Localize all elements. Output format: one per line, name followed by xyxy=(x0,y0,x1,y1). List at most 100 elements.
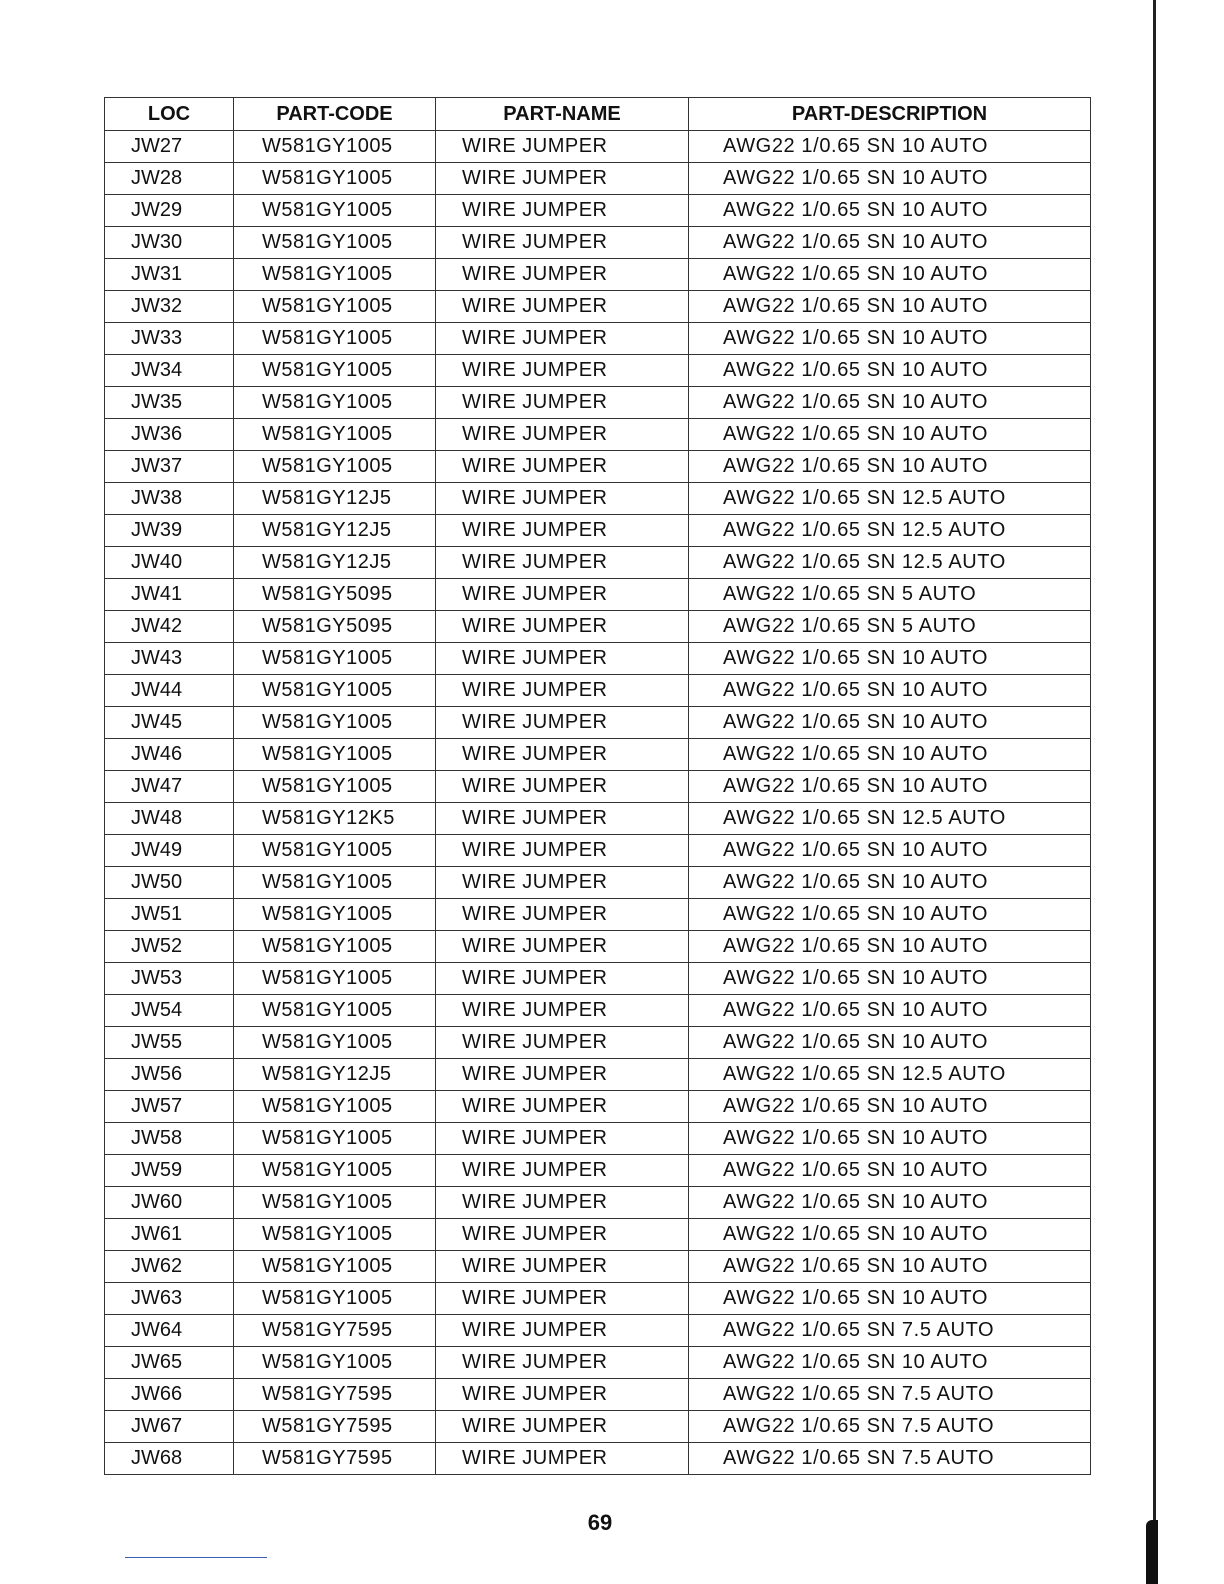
part-code-cell: W581GY1005 xyxy=(233,1218,436,1251)
table-row: JW49 W581GY1005 WIRE JUMPER AWG22 1/0.65 SN… xyxy=(104,834,1091,867)
loc-cell: JW64 xyxy=(104,1314,234,1347)
part-name-cell: WIRE JUMPER xyxy=(435,1250,689,1283)
loc-cell: JW65 xyxy=(104,1346,234,1379)
table-row: JW63 W581GY1005 WIRE JUMPER AWG22 1/0.65 SN… xyxy=(104,1282,1091,1315)
loc-cell: JW51 xyxy=(104,898,234,931)
part-description-cell: AWG22 1/0.65 SN 10 AUTO xyxy=(688,1186,1091,1219)
table-row: JW41 W581GY5095 WIRE JUMPER AWG22 1/0.65 SN… xyxy=(104,578,1091,611)
loc-cell: JW62 xyxy=(104,1250,234,1283)
part-description-cell: AWG22 1/0.65 SN 10 AUTO xyxy=(688,1218,1091,1251)
part-description-cell: AWG22 1/0.65 SN 10 AUTO xyxy=(688,1282,1091,1315)
part-description-cell: AWG22 1/0.65 SN 12.5 AUTO xyxy=(688,514,1091,547)
table-row: JW45 W581GY1005 WIRE JUMPER AWG22 1/0.65 SN… xyxy=(104,706,1091,739)
loc-cell: JW57 xyxy=(104,1090,234,1123)
part-code-cell: W581GY1005 xyxy=(233,162,436,195)
part-code-cell: W581GY7595 xyxy=(233,1410,436,1443)
part-name-cell: WIRE JUMPER xyxy=(435,610,689,643)
part-code-cell: W581GY1005 xyxy=(233,834,436,867)
part-code-cell: W581GY1005 xyxy=(233,930,436,963)
part-name-cell: WIRE JUMPER xyxy=(435,802,689,835)
part-code-cell: W581GY1005 xyxy=(233,898,436,931)
table-row: JW53 W581GY1005 WIRE JUMPER AWG22 1/0.65 SN… xyxy=(104,962,1091,995)
part-code-cell: W581GY12K5 xyxy=(233,802,436,835)
table-row: JW54 W581GY1005 WIRE JUMPER AWG22 1/0.65 SN… xyxy=(104,994,1091,1027)
table-row: JW52 W581GY1005 WIRE JUMPER AWG22 1/0.65 SN… xyxy=(104,930,1091,963)
part-description-cell: AWG22 1/0.65 SN 10 AUTO xyxy=(688,162,1091,195)
table-row: JW68 W581GY7595 WIRE JUMPER AWG22 1/0.65 SN… xyxy=(104,1442,1091,1475)
part-code-cell: W581GY1005 xyxy=(233,1026,436,1059)
part-code-cell: W581GY1005 xyxy=(233,1122,436,1155)
part-description-cell: AWG22 1/0.65 SN 10 AUTO xyxy=(688,226,1091,259)
table-row: JW47 W581GY1005 WIRE JUMPER AWG22 1/0.65 SN… xyxy=(104,770,1091,803)
loc-cell: JW58 xyxy=(104,1122,234,1155)
part-code-cell: W581GY5095 xyxy=(233,610,436,643)
part-description-cell: AWG22 1/0.65 SN 10 AUTO xyxy=(688,994,1091,1027)
table-row: JW44 W581GY1005 WIRE JUMPER AWG22 1/0.65 SN… xyxy=(104,674,1091,707)
loc-cell: JW61 xyxy=(104,1218,234,1251)
part-description-cell: AWG22 1/0.65 SN 10 AUTO xyxy=(688,1090,1091,1123)
part-code-cell: W581GY1005 xyxy=(233,418,436,451)
part-description-cell: AWG22 1/0.65 SN 10 AUTO xyxy=(688,834,1091,867)
loc-cell: JW67 xyxy=(104,1410,234,1443)
parts-table: LOC PART-CODE PART-NAME PART-DESCRIPTION… xyxy=(104,97,1091,1475)
loc-cell: JW33 xyxy=(104,322,234,355)
scan-edge-mark xyxy=(1146,1520,1158,1584)
part-code-cell: W581GY1005 xyxy=(233,1250,436,1283)
part-description-cell: AWG22 1/0.65 SN 10 AUTO xyxy=(688,770,1091,803)
part-code-cell: W581GY1005 xyxy=(233,674,436,707)
loc-cell: JW35 xyxy=(104,386,234,419)
part-code-cell: W581GY1005 xyxy=(233,994,436,1027)
loc-cell: JW43 xyxy=(104,642,234,675)
part-name-cell: WIRE JUMPER xyxy=(435,706,689,739)
part-name-cell: WIRE JUMPER xyxy=(435,546,689,579)
loc-cell: JW48 xyxy=(104,802,234,835)
loc-cell: JW52 xyxy=(104,930,234,963)
part-name-cell: WIRE JUMPER xyxy=(435,1090,689,1123)
part-name-cell: WIRE JUMPER xyxy=(435,674,689,707)
part-description-cell: AWG22 1/0.65 SN 7.5 AUTO xyxy=(688,1442,1091,1475)
part-name-cell: WIRE JUMPER xyxy=(435,290,689,323)
table-row: JW39 W581GY12J5 WIRE JUMPER AWG22 1/0.65 SN… xyxy=(104,514,1091,547)
part-description-cell: AWG22 1/0.65 SN 10 AUTO xyxy=(688,1122,1091,1155)
loc-cell: JW60 xyxy=(104,1186,234,1219)
table-row: JW28 W581GY1005 WIRE JUMPER AWG22 1/0.65 SN… xyxy=(104,162,1091,195)
part-description-cell: AWG22 1/0.65 SN 12.5 AUTO xyxy=(688,1058,1091,1091)
part-description-cell: AWG22 1/0.65 SN 10 AUTO xyxy=(688,290,1091,323)
part-description-cell: AWG22 1/0.65 SN 10 AUTO xyxy=(688,1346,1091,1379)
part-name-cell: WIRE JUMPER xyxy=(435,1154,689,1187)
header-loc: LOC xyxy=(104,97,234,131)
loc-cell: JW66 xyxy=(104,1378,234,1411)
part-description-cell: AWG22 1/0.65 SN 10 AUTO xyxy=(688,674,1091,707)
part-code-cell: W581GY1005 xyxy=(233,1346,436,1379)
table-row: JW31 W581GY1005 WIRE JUMPER AWG22 1/0.65 SN… xyxy=(104,258,1091,291)
part-name-cell: WIRE JUMPER xyxy=(435,386,689,419)
table-row: JW48 W581GY12K5 WIRE JUMPER AWG22 1/0.65 SN… xyxy=(104,802,1091,835)
table-row: JW42 W581GY5095 WIRE JUMPER AWG22 1/0.65 SN… xyxy=(104,610,1091,643)
part-code-cell: W581GY7595 xyxy=(233,1378,436,1411)
table-row: JW67 W581GY7595 WIRE JUMPER AWG22 1/0.65 SN… xyxy=(104,1410,1091,1443)
part-name-cell: WIRE JUMPER xyxy=(435,1058,689,1091)
part-code-cell: W581GY1005 xyxy=(233,1282,436,1315)
part-code-cell: W581GY12J5 xyxy=(233,546,436,579)
part-name-cell: WIRE JUMPER xyxy=(435,482,689,515)
part-code-cell: W581GY1005 xyxy=(233,962,436,995)
part-description-cell: AWG22 1/0.65 SN 10 AUTO xyxy=(688,1250,1091,1283)
header-part-name: PART-NAME xyxy=(435,97,689,131)
part-description-cell: AWG22 1/0.65 SN 12.5 AUTO xyxy=(688,802,1091,835)
part-name-cell: WIRE JUMPER xyxy=(435,258,689,291)
part-name-cell: WIRE JUMPER xyxy=(435,738,689,771)
part-description-cell: AWG22 1/0.65 SN 10 AUTO xyxy=(688,450,1091,483)
loc-cell: JW37 xyxy=(104,450,234,483)
part-description-cell: AWG22 1/0.65 SN 10 AUTO xyxy=(688,738,1091,771)
part-description-cell: AWG22 1/0.65 SN 5 AUTO xyxy=(688,610,1091,643)
table-row: JW30 W581GY1005 WIRE JUMPER AWG22 1/0.65 SN… xyxy=(104,226,1091,259)
part-name-cell: WIRE JUMPER xyxy=(435,898,689,931)
loc-cell: JW38 xyxy=(104,482,234,515)
part-description-cell: AWG22 1/0.65 SN 10 AUTO xyxy=(688,1154,1091,1187)
loc-cell: JW49 xyxy=(104,834,234,867)
part-name-cell: WIRE JUMPER xyxy=(435,354,689,387)
part-code-cell: W581GY12J5 xyxy=(233,514,436,547)
loc-cell: JW42 xyxy=(104,610,234,643)
part-name-cell: WIRE JUMPER xyxy=(435,1346,689,1379)
table-row: JW29 W581GY1005 WIRE JUMPER AWG22 1/0.65 SN… xyxy=(104,194,1091,227)
